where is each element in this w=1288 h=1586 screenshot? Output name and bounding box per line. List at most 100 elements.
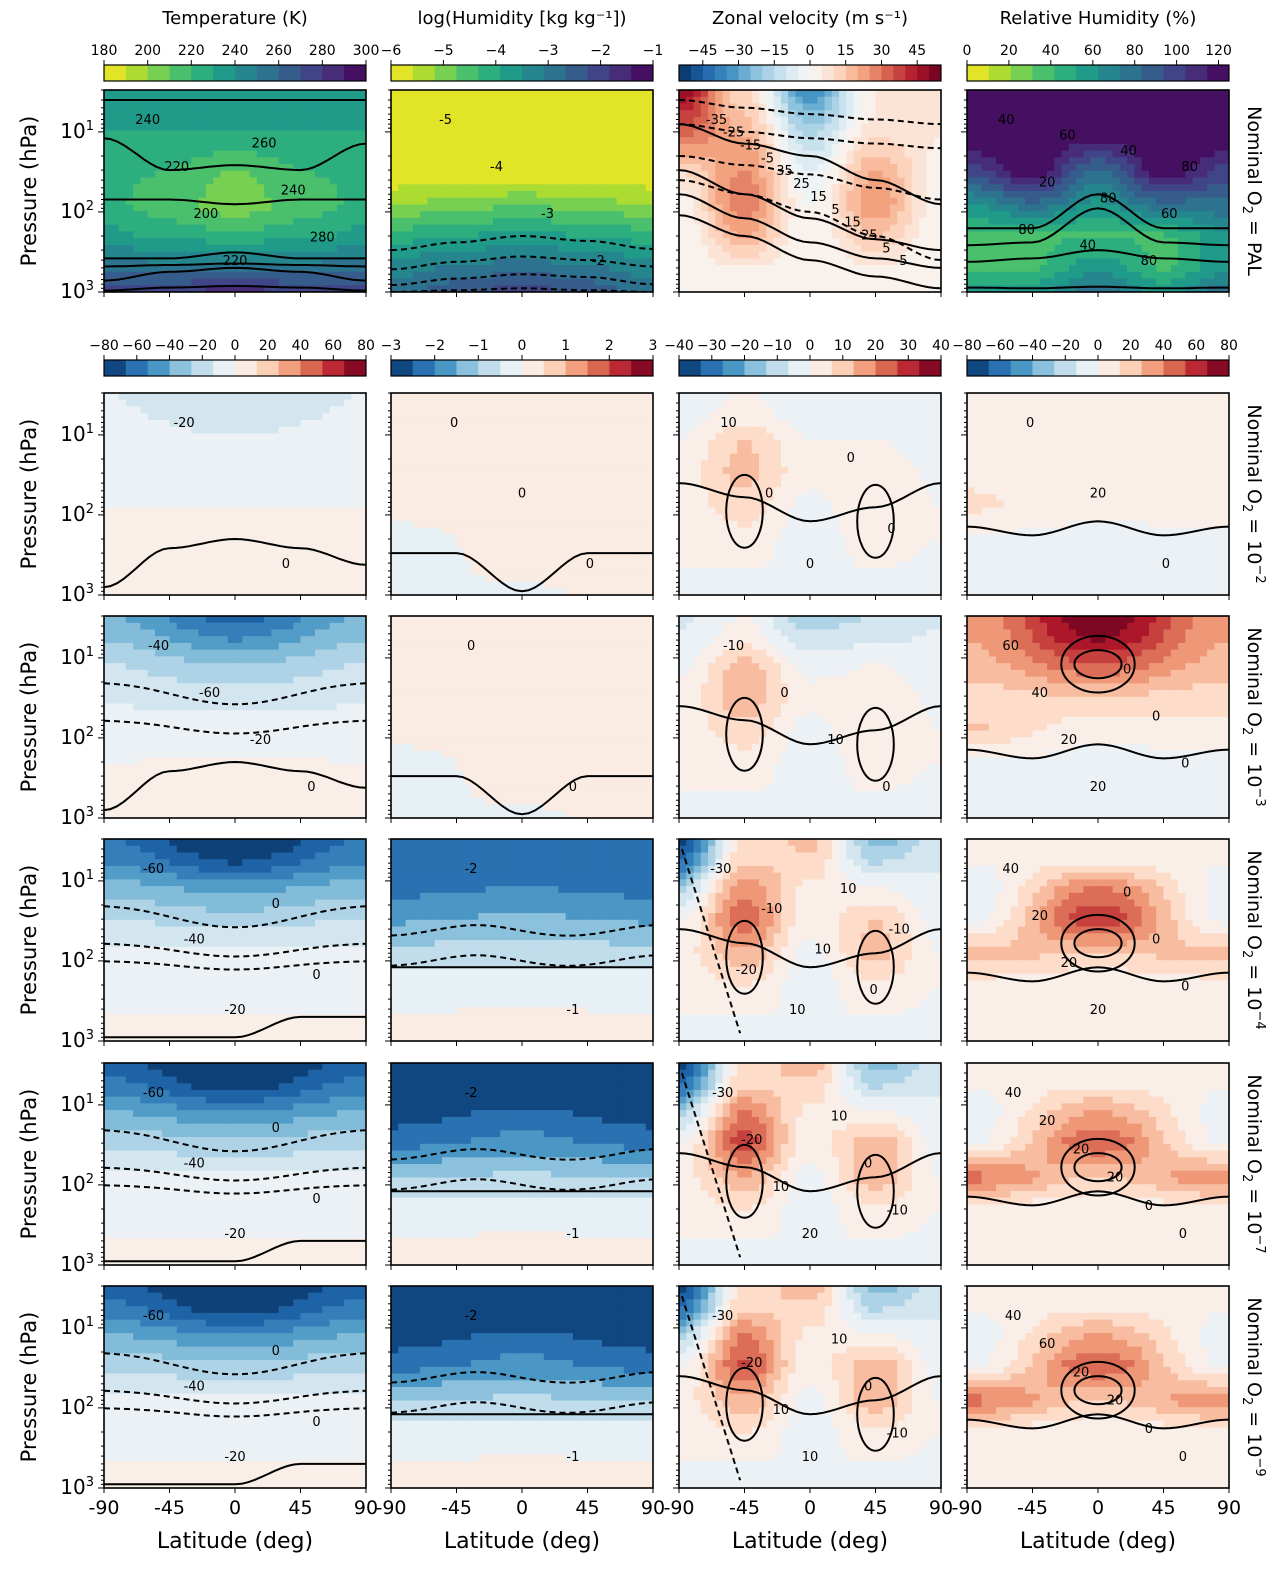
field-cell <box>104 191 112 199</box>
field-cell <box>594 258 603 266</box>
field-cell <box>536 170 545 179</box>
field-cell <box>1039 197 1048 206</box>
field-cell <box>249 130 258 138</box>
field-cell <box>434 211 443 219</box>
field-cell <box>686 211 695 219</box>
field-cell <box>919 110 928 118</box>
contour-label: 80 <box>1100 191 1117 206</box>
field-cell <box>133 426 141 434</box>
colorbar-segment <box>1076 360 1099 376</box>
field-cell <box>1163 184 1172 192</box>
field-cell <box>729 137 738 145</box>
field-cell <box>751 103 760 111</box>
field-cell <box>831 150 840 158</box>
field-cell <box>722 265 731 273</box>
field-cell <box>766 116 775 125</box>
field-cell <box>235 224 243 232</box>
field-cell <box>897 191 906 199</box>
field-cell <box>420 110 428 118</box>
field-cell <box>1119 224 1128 232</box>
field-cell <box>737 217 746 226</box>
field-cell <box>1178 191 1186 199</box>
field-cell <box>722 130 731 138</box>
field-cell <box>398 164 407 172</box>
field-cell <box>1090 244 1099 253</box>
field-cell <box>169 406 178 414</box>
field-cell <box>572 251 581 259</box>
field-cell <box>456 116 465 125</box>
field-cell <box>967 204 975 212</box>
field-cell <box>645 258 653 266</box>
field-cell <box>751 90 760 98</box>
field-cell <box>1170 251 1179 259</box>
field-cell <box>1098 143 1106 152</box>
field-cell <box>1207 116 1216 125</box>
field-cell <box>235 130 243 138</box>
field-cell <box>594 191 603 199</box>
field-cell <box>722 164 731 172</box>
colorbar-segment <box>1141 65 1164 81</box>
field-cell <box>169 460 178 468</box>
field-cell <box>594 103 603 111</box>
field-cell <box>824 211 833 219</box>
field-cell <box>810 116 818 125</box>
field-cell <box>441 164 450 172</box>
field-cell <box>1076 150 1085 158</box>
field-cell <box>118 150 127 158</box>
field-cell <box>176 440 185 448</box>
field-cell <box>300 285 309 292</box>
field-cell <box>285 251 294 259</box>
field-cell <box>358 110 366 118</box>
field-cell <box>427 123 436 131</box>
colorbar-segment <box>104 360 127 376</box>
field-cell <box>868 191 877 199</box>
field-cell <box>623 224 632 232</box>
colorbar-segment <box>679 360 702 376</box>
field-cell <box>1156 130 1165 138</box>
field-cell <box>271 123 280 131</box>
colorbar-segment <box>191 65 214 81</box>
field-cell <box>351 204 360 212</box>
field-cell <box>543 184 552 192</box>
field-cell <box>729 244 738 253</box>
field-cell <box>846 251 855 259</box>
field-cell <box>1068 231 1077 239</box>
field-cell <box>322 278 331 286</box>
field-cell <box>169 285 178 292</box>
field-cell <box>1017 191 1026 199</box>
field-cell <box>1010 204 1019 212</box>
field-cell <box>802 143 811 152</box>
field-cell <box>933 217 941 226</box>
field-cell <box>773 177 782 185</box>
field-cell <box>1047 251 1055 259</box>
field-cell <box>904 217 913 226</box>
field-cell <box>118 211 127 219</box>
field-cell <box>344 224 353 232</box>
field-cell <box>708 285 716 292</box>
field-cell <box>1039 110 1048 118</box>
field-cell <box>1076 177 1085 185</box>
field-cell <box>1039 271 1048 280</box>
field-cell <box>184 244 192 253</box>
colorbar-segment <box>456 360 479 376</box>
field-cell <box>645 251 653 259</box>
colorbar-segment <box>500 360 523 376</box>
field-cell <box>839 217 847 226</box>
field-cell <box>839 110 847 118</box>
field-cell <box>1199 258 1208 266</box>
colorbar-tick-label: −20 <box>1051 338 1081 354</box>
field-cell <box>766 137 775 145</box>
field-cell <box>773 197 782 206</box>
field-cell <box>926 191 935 199</box>
field-cell <box>405 251 414 259</box>
field-cell <box>773 184 782 192</box>
field-cell <box>485 265 494 273</box>
field-cell <box>839 150 847 158</box>
field-cell <box>587 143 596 152</box>
field-cell <box>795 238 804 246</box>
field-cell <box>441 150 450 158</box>
field-cell <box>572 103 581 111</box>
field-cell <box>853 217 862 226</box>
field-cell <box>911 130 920 138</box>
field-cell <box>322 170 331 179</box>
